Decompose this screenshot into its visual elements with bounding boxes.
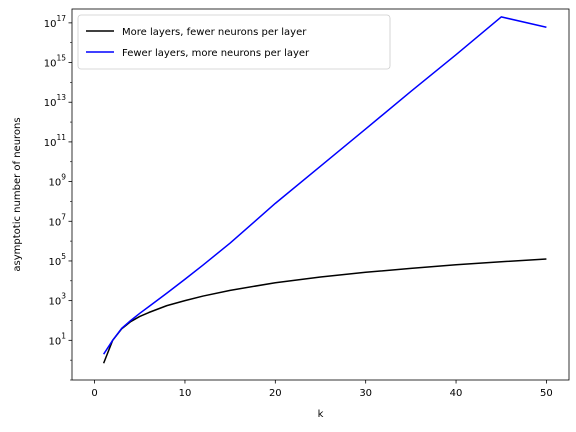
y-tick-label: 1011 [44,133,67,149]
x-axis: 0 10 20 30 40 50 [91,380,553,399]
legend-box [77,14,391,70]
y-tick-label: 107 [48,212,66,228]
y-tick-label: 1017 [44,14,67,30]
y-axis-label: asymptotic number of neurons [12,117,23,271]
y-tick-label: 1015 [44,54,67,70]
x-tick-label: 20 [269,388,282,399]
plot-area [102,16,547,364]
y-axis: 101 103 105 107 109 1011 1013 1015 1017 [44,14,72,381]
x-tick-label: 30 [359,388,372,399]
y-tick-label: 1013 [44,93,67,109]
x-axis-label: k [318,409,324,420]
x-tick-label: 40 [450,388,463,399]
y-tick-label: 101 [48,331,66,347]
series-line-2 [103,16,547,355]
y-tick-label: 103 [48,292,66,308]
legend-label: Fewer layers, more neurons per layer [122,48,310,59]
x-tick-label: 50 [540,388,553,399]
legend: More layers, fewer neurons per layer Fewe… [77,14,391,70]
legend-label: More layers, fewer neurons per layer [122,27,307,38]
x-tick-label: 0 [91,388,97,399]
y-tick-label: 109 [48,173,66,189]
axes-frame [71,8,570,381]
x-tick-label: 10 [179,388,192,399]
series-line-1 [102,258,547,364]
y-tick-label: 105 [48,252,66,268]
